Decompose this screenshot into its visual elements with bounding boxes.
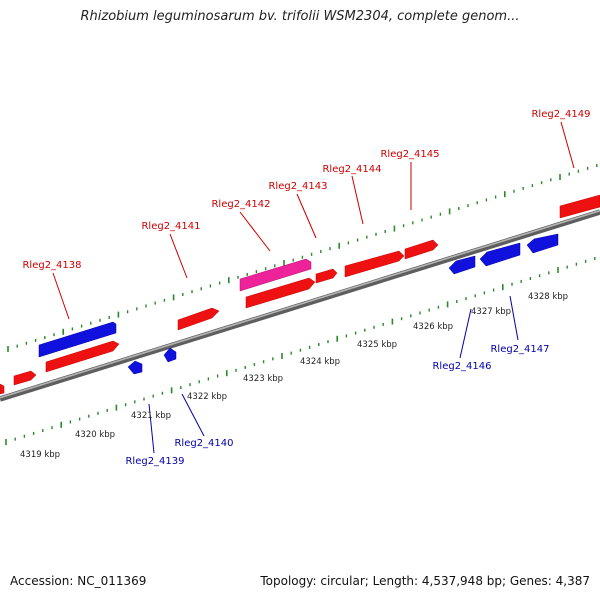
scale-label: 4327 kbp	[471, 307, 511, 317]
gene-label-rleg2-4146: Rleg2_4146	[432, 361, 491, 372]
forward-gene-arrow[interactable]	[0, 383, 5, 395]
genome-backbone-highlight	[0, 209, 600, 399]
scale-label: 4321 kbp	[131, 411, 171, 421]
genome-backbone	[0, 209, 600, 402]
scale-label: 4320 kbp	[75, 430, 115, 440]
outer-tick-track	[7, 163, 598, 352]
reverse-gene-arrow[interactable]	[38, 321, 117, 358]
genome-summary-text: Topology: circular; Length: 4,537,948 bp…	[260, 574, 590, 588]
gene-label-rleg2-4141: Rleg2_4141	[141, 221, 200, 232]
scale-label: 4326 kbp	[413, 322, 453, 332]
forward-gene-arrow[interactable]	[404, 239, 439, 260]
gene-label-rleg2-4149: Rleg2_4149	[531, 109, 590, 120]
map-title: Rhizobium leguminosarum bv. trifolii WSM…	[80, 9, 520, 24]
scale-label: 4324 kbp	[300, 357, 340, 367]
highlighted-gene-arrow[interactable]	[239, 258, 312, 292]
scale-label: 4328 kbp	[528, 292, 568, 302]
gene-label-rleg2-4140: Rleg2_4140	[174, 438, 233, 449]
gene-label-rleg2-4147: Rleg2_4147	[490, 344, 549, 355]
gene-label-rleg2-4142: Rleg2_4142	[211, 199, 270, 210]
forward-gene-arrow[interactable]	[13, 370, 37, 386]
forward-gene-arrow[interactable]	[177, 307, 220, 331]
accession-text: Accession: NC_011369	[10, 574, 147, 588]
forward-gene-arrow[interactable]	[344, 250, 405, 278]
forward-gene-arrow[interactable]	[45, 340, 120, 373]
scale-label: 4325 kbp	[357, 340, 397, 350]
forward-gene-arrow[interactable]	[559, 194, 600, 219]
reverse-gene-arrow[interactable]	[163, 347, 177, 363]
gene-label-rleg2-4139: Rleg2_4139	[125, 456, 184, 467]
reverse-gene-arrow[interactable]	[448, 255, 476, 275]
reverse-gene-arrow[interactable]	[479, 242, 521, 267]
reverse-gene-arrow[interactable]	[526, 233, 559, 254]
scale-label: 4319 kbp	[20, 450, 60, 460]
forward-gene-arrow[interactable]	[315, 268, 338, 284]
forward-label-leaders	[52, 121, 575, 320]
forward-gene-arrow[interactable]	[245, 277, 316, 309]
inner-tick-track	[5, 256, 596, 445]
gene-label-rleg2-4144: Rleg2_4144	[322, 164, 381, 175]
reverse-gene-arrow[interactable]	[127, 360, 143, 375]
scale-label: 4322 kbp	[187, 392, 227, 402]
gene-label-rleg2-4138: Rleg2_4138	[22, 260, 81, 271]
gene-label-rleg2-4145: Rleg2_4145	[380, 149, 439, 160]
gene-label-rleg2-4143: Rleg2_4143	[268, 181, 327, 192]
reverse-label-leaders	[148, 295, 519, 454]
scale-label: 4323 kbp	[243, 374, 283, 384]
